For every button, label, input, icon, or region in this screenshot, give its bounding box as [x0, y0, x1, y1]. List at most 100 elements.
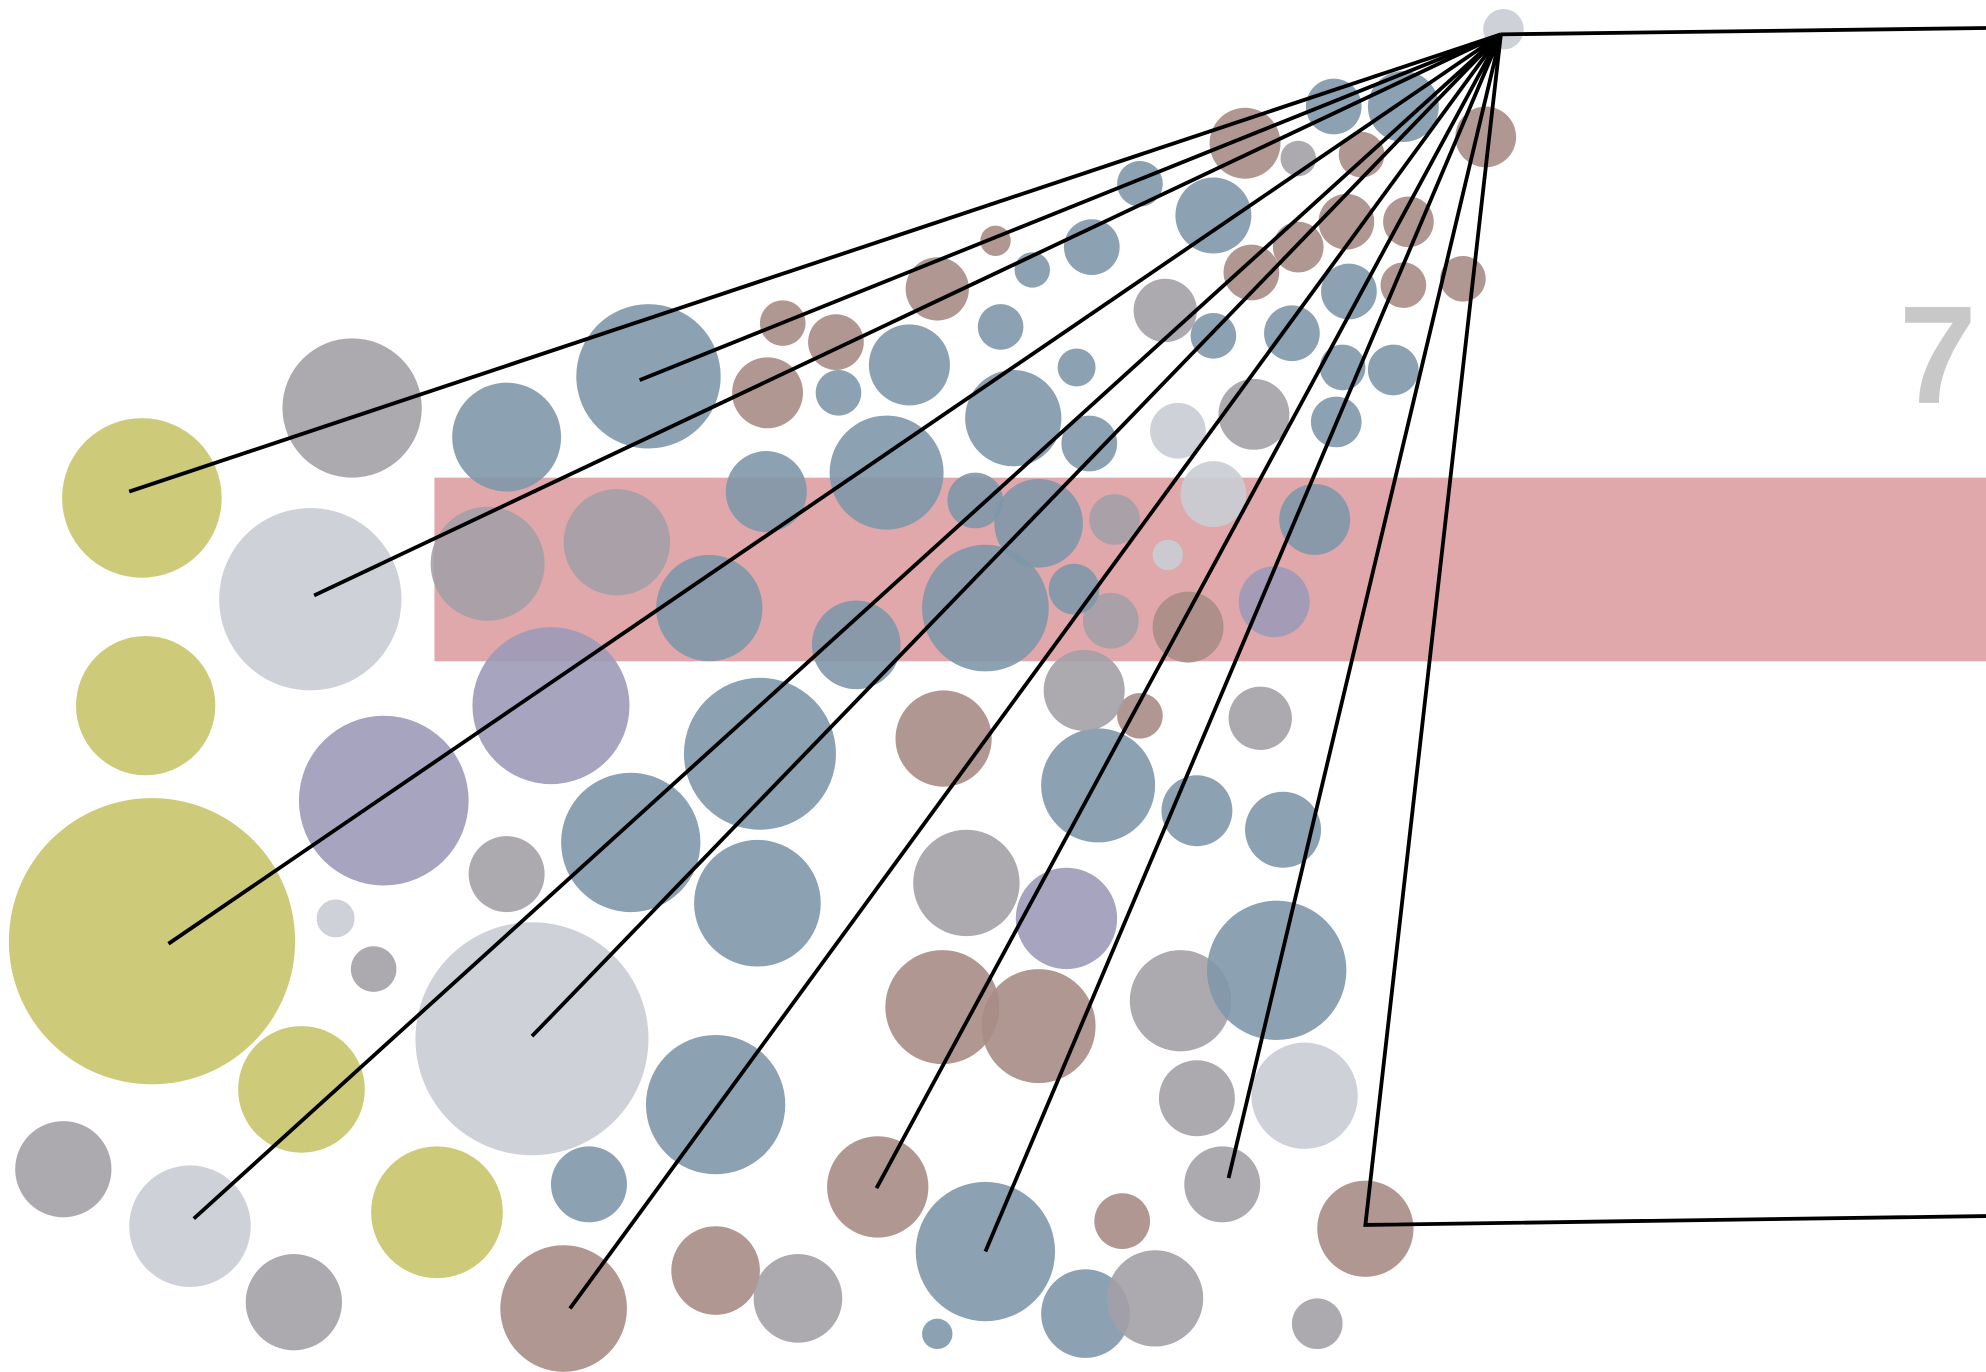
photo-circle [1133, 278, 1197, 343]
ray [167, 32, 1502, 946]
photo-circle [550, 1146, 627, 1223]
photo-circle [1279, 483, 1351, 555]
photo-circle [981, 969, 1096, 1084]
photo-circle [868, 324, 950, 406]
photo-circle [994, 478, 1083, 568]
photo-circle [371, 1146, 503, 1279]
photo-circle [468, 836, 545, 913]
photo-circle [1305, 78, 1362, 135]
photo-circle [645, 1034, 786, 1175]
ray [128, 32, 1502, 494]
photo-circle [725, 451, 807, 533]
ray [313, 32, 1502, 598]
photo-circle [430, 506, 545, 621]
photo-circle [1175, 177, 1252, 254]
photo-circle [922, 544, 1049, 672]
photo-circle [1106, 1250, 1204, 1347]
photo-circle [965, 369, 1062, 467]
photo-circle [1317, 1180, 1414, 1277]
photo-circle [656, 554, 763, 662]
photo-circle [829, 415, 944, 530]
photo-circle [947, 472, 1004, 529]
photo-circle [75, 635, 216, 776]
photo-circle [1094, 1193, 1151, 1249]
circle-group [8, 9, 1524, 1372]
photo-circle [298, 715, 469, 886]
photo-circle [1245, 791, 1322, 868]
photo-circle [683, 677, 836, 830]
photo-circle [694, 839, 821, 967]
photo-circle [561, 772, 701, 913]
photo-circle [1129, 950, 1232, 1052]
photo-circle [238, 1026, 365, 1153]
photo-circle [1228, 686, 1292, 750]
photo-circle [1150, 402, 1206, 459]
ray [1363, 34, 1986, 1227]
photo-circle [8, 798, 296, 1085]
photo-circle [1251, 1042, 1358, 1149]
ray [1226, 33, 1503, 1179]
photo-circle [1321, 263, 1377, 320]
photo-circle [913, 829, 1020, 937]
photo-circle [753, 1254, 843, 1343]
photo-circle [1057, 348, 1096, 387]
photo-circle [1264, 305, 1320, 362]
photo-circle [1184, 1146, 1261, 1223]
photo-circle [895, 690, 992, 787]
photo-circle [500, 1245, 627, 1372]
photo-circle [1383, 196, 1434, 248]
photo-circle [1043, 649, 1125, 731]
photo-circle [1015, 867, 1118, 970]
photo-circle [1380, 262, 1427, 308]
photo-circle [1223, 244, 1280, 301]
photo-circle [15, 1121, 112, 1218]
photo-circle [1117, 692, 1163, 739]
photo-circle [815, 369, 862, 416]
photo-circle [1089, 494, 1140, 545]
photo-circle [282, 338, 422, 478]
photo-circle [1180, 461, 1247, 528]
ray [192, 32, 1503, 1221]
photo-circle [1367, 344, 1419, 396]
photo-circle [1238, 566, 1310, 638]
photo-circle [1041, 728, 1156, 843]
ray [638, 32, 1502, 382]
photo-circle [563, 489, 671, 596]
photo-circle [1061, 415, 1118, 472]
photo-circle [905, 257, 969, 321]
ray [983, 33, 1503, 1253]
photo-circle [452, 382, 562, 492]
photo-circle [219, 508, 402, 691]
photo-circle [1455, 106, 1517, 168]
photo-circle [1048, 563, 1100, 615]
ray [530, 33, 1503, 1038]
photo-circle [671, 1226, 760, 1315]
photo-circle [245, 1254, 342, 1351]
ray [1500, 26, 1986, 37]
ray-group [128, 26, 1986, 1310]
photo-circle [415, 922, 649, 1156]
slide-number: 7 [1899, 277, 1976, 433]
photo-circle [922, 1318, 953, 1350]
photo-circle [1291, 1298, 1343, 1350]
ray [568, 33, 1503, 1310]
photo-circle [1082, 592, 1139, 649]
photo-circle [808, 314, 864, 370]
photo-circle [1158, 1060, 1235, 1137]
photo-circle [811, 600, 901, 690]
photo-circle [1218, 378, 1290, 450]
ray [874, 33, 1503, 1190]
photo-circle [316, 899, 355, 938]
photo-circle [977, 304, 1024, 350]
photo-circle [885, 950, 1000, 1065]
photo-circle [350, 946, 397, 992]
photo-circle [1117, 161, 1163, 207]
photo-circle [732, 357, 804, 429]
photo-circle [472, 627, 630, 785]
photo-circle [1152, 539, 1183, 571]
photo-circle [1152, 591, 1224, 663]
photo-circle [1272, 221, 1324, 273]
photo-circle [1190, 312, 1237, 359]
